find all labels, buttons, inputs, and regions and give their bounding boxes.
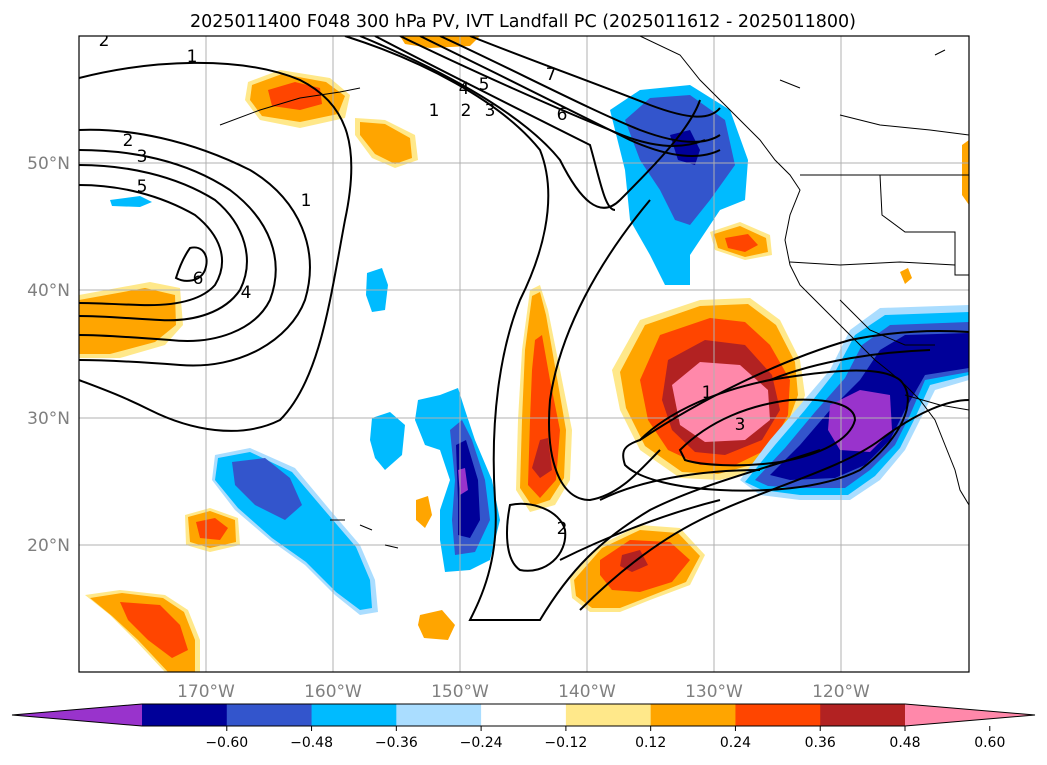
colorbar-segment <box>650 704 736 726</box>
lat-label: 50°N <box>27 154 70 174</box>
contour-label: 3 <box>735 415 746 435</box>
contour-label: 1 <box>301 191 312 211</box>
colorbar-tick-label: 0.60 <box>974 735 1005 751</box>
contour-label: 4 <box>241 283 252 303</box>
colorbar-segment <box>565 704 652 726</box>
colorbar-tick-label: −0.12 <box>544 735 587 751</box>
coastlines <box>219 36 969 549</box>
colorbar-tick-label: −0.36 <box>375 735 418 751</box>
lon-label: 130°W <box>685 682 743 702</box>
contour-label: 1 <box>429 101 440 121</box>
colorbar-outline <box>11 703 1036 727</box>
colorbar-tick-label: −0.48 <box>290 735 333 751</box>
contour-label: 2 <box>123 131 134 151</box>
contour-label: 4 <box>459 79 470 99</box>
colorbar-segment <box>142 704 228 726</box>
anomaly-small-positive-1 <box>185 508 240 552</box>
colorbar-tick-label: −0.24 <box>460 735 503 751</box>
colorbar-segment <box>481 704 567 726</box>
contour-label: 7 <box>546 65 557 85</box>
colorbar-segment <box>311 704 397 726</box>
map-content: 2 1 2 3 5 6 4 1 4 5 1 2 3 7 6 1 3 2 <box>79 31 969 672</box>
colorbar-tick-label: 0.24 <box>720 735 751 751</box>
contour-label: 3 <box>137 147 148 167</box>
anomaly-offshore-positive <box>710 222 772 260</box>
anomaly-small-positive-2 <box>416 496 432 528</box>
contour-label: 2 <box>557 519 568 539</box>
anomaly-main-positive <box>612 298 805 480</box>
lon-label: 160°W <box>304 682 362 702</box>
lat-label: 30°N <box>27 409 70 429</box>
colorbar-tick-label: 0.48 <box>889 735 920 751</box>
colorbar-segment <box>820 704 906 726</box>
contour-label: 1 <box>187 47 198 67</box>
lat-label: 40°N <box>27 281 70 301</box>
contour-label: 1 <box>702 383 713 403</box>
anomaly-southwest-negative <box>740 305 969 500</box>
longitude-labels: 170°W 160°W 150°W 140°W 130°W 120°W <box>177 682 870 702</box>
lon-label: 150°W <box>431 682 489 702</box>
pv-contours <box>79 36 969 621</box>
colorbar-tick-label: 0.36 <box>805 735 836 751</box>
anomaly-small-cyan <box>110 196 152 207</box>
contour-labels: 2 1 2 3 5 6 4 1 4 5 1 2 3 7 6 1 3 2 <box>99 31 746 539</box>
anomaly-small-positive-3 <box>418 610 455 640</box>
colorbar-segment <box>396 704 482 726</box>
lon-label: 120°W <box>812 682 870 702</box>
colorbar-segment <box>735 704 821 726</box>
lat-label: 20°N <box>27 536 70 556</box>
contour-label: 5 <box>479 75 490 95</box>
anomaly-southwest-corner-positive <box>85 590 200 672</box>
contour-label: 6 <box>193 269 204 289</box>
contour-label: 2 <box>99 31 110 51</box>
contour-label: 6 <box>557 105 568 125</box>
colorbar-extend-min <box>12 704 142 726</box>
contour-label: 2 <box>461 101 472 121</box>
colorbar-segment <box>226 704 313 726</box>
map-border <box>78 35 970 673</box>
contour-label: 5 <box>137 177 148 197</box>
colorbar-tick-label: 0.12 <box>635 735 666 751</box>
lon-label: 170°W <box>177 682 235 702</box>
anomaly-subtropical-positive <box>570 525 705 612</box>
colorbar-tick-label: −0.60 <box>205 735 248 751</box>
colorbar-extend-max <box>905 704 1035 726</box>
contour-label: 3 <box>485 101 496 121</box>
anomaly-tiny-positive <box>900 268 912 284</box>
latitude-labels: 50°N 40°N 30°N 20°N <box>27 154 70 556</box>
anomaly-east-edge-positive <box>962 140 969 205</box>
colorbar: −0.60 −0.48 −0.36 −0.24 −0.12 0.12 0.24 0.36 0.4… <box>11 703 1036 751</box>
lon-label: 140°W <box>558 682 616 702</box>
map-title: 2025011400 F048 300 hPa PV, IVT Landfall… <box>190 12 856 32</box>
